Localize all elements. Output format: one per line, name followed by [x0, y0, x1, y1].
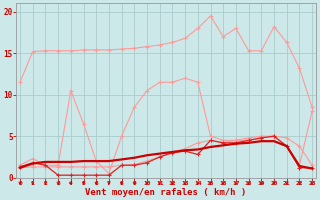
X-axis label: Vent moyen/en rafales ( km/h ): Vent moyen/en rafales ( km/h ) [85, 188, 247, 197]
